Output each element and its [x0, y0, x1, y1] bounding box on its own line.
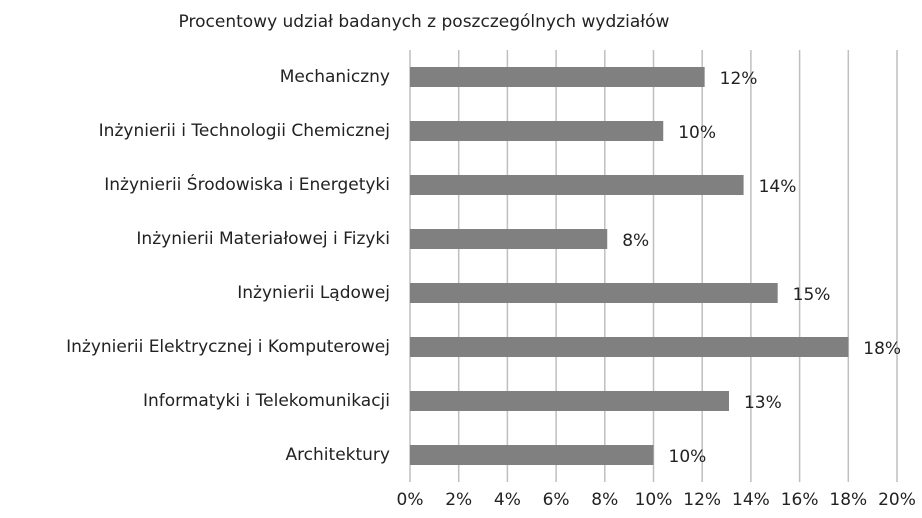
bar [410, 67, 705, 87]
chart-title: Procentowy udział badanych z poszczególn… [179, 12, 670, 32]
y-tick-label: Inżynierii Środowiska i Energetyki [104, 173, 390, 195]
x-tick-label: 4% [494, 490, 521, 510]
bar [410, 337, 849, 357]
value-label: 18% [863, 339, 901, 359]
value-label: 15% [793, 285, 831, 305]
x-tick-label: 20% [878, 490, 916, 510]
y-tick-label: Architektury [285, 445, 390, 465]
bar [410, 283, 778, 303]
y-tick-label: Inżynierii Lądowej [237, 283, 390, 303]
x-tick-label: 12% [683, 490, 721, 510]
x-tick-label: 16% [781, 490, 819, 510]
bar [410, 445, 654, 465]
bar [410, 175, 744, 195]
y-tick-label: Inżynierii Elektrycznej i Komputerowej [66, 337, 390, 357]
bar [410, 121, 664, 141]
x-tick-label: 2% [445, 490, 472, 510]
x-tick-label: 6% [543, 490, 570, 510]
x-tick-label: 14% [732, 490, 770, 510]
value-label: 12% [720, 69, 758, 89]
value-label: 10% [678, 123, 716, 143]
x-tick-label: 18% [829, 490, 867, 510]
bar [410, 391, 729, 411]
value-label: 14% [759, 177, 797, 197]
x-tick-label: 10% [635, 490, 673, 510]
y-tick-label: Mechaniczny [280, 67, 390, 87]
x-tick-label: 8% [591, 490, 618, 510]
value-label: 10% [669, 447, 707, 467]
value-label: 13% [744, 393, 782, 413]
bar [410, 229, 608, 249]
x-tick-label: 0% [397, 490, 424, 510]
y-tick-label: Inżynierii i Technologii Chemicznej [99, 121, 390, 141]
y-tick-label: Informatyki i Telekomunikacji [143, 391, 390, 411]
y-tick-label: Inżynierii Materiałowej i Fizyki [136, 229, 390, 249]
value-label: 8% [622, 231, 649, 251]
